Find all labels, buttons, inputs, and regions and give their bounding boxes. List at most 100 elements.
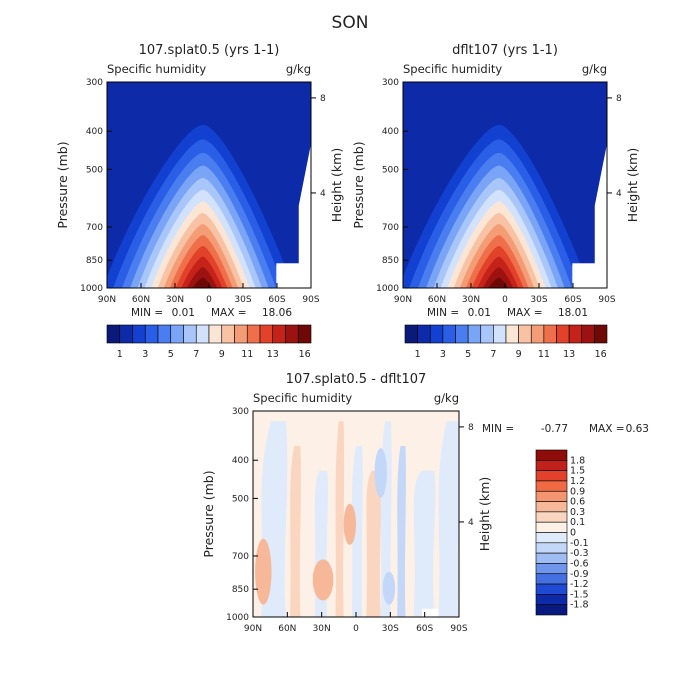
colorbar-swatch [234,324,248,344]
colorbar-label: 0.9 [570,486,585,497]
min-value: -0.77 [541,423,568,435]
panel-title: 107.splat0.5 (yrs 1-1) [139,43,280,58]
variable-label: Specific humidity [403,62,502,76]
y-tick-label: 1000 [80,284,103,294]
max-value: 18.06 [262,307,292,319]
colorbar-swatch [259,324,274,344]
colorbar-label: 1.2 [570,476,585,487]
colorbar-swatch [246,324,261,344]
max-value: 0.63 [626,423,649,435]
colorbar-label: 0 [570,528,576,539]
colorbar-swatch [535,521,568,533]
colorbar-swatch [530,324,545,344]
x-tick-label: 0 [502,295,508,305]
x-tick-label: 90N [244,624,262,634]
max-label: MAX = [589,423,625,435]
y2-tick-label: 8 [320,94,326,104]
colorbar-swatch [535,501,568,513]
colorbar-swatch [493,324,507,344]
colorbar-swatch [535,511,568,523]
colorbar-swatch [535,542,568,554]
colorbar: 1.81.51.20.90.60.30.10-0.1-0.3-0.6-0.9-1… [535,449,589,616]
x-tick-label: 90N [394,295,412,305]
variable-label: Specific humidity [107,62,206,76]
colorbar-swatch [183,324,197,344]
colorbar-swatch [480,324,494,344]
colorbar-swatch [535,470,568,482]
min-value: 0.01 [172,307,195,319]
x-tick-label: 30S [382,624,399,634]
y2-tick-label: 4 [468,518,474,528]
colorbar-label: 16 [595,349,607,360]
colorbar-swatch [505,324,519,344]
contour-band [488,277,509,288]
colorbar-label: 3 [440,349,446,360]
colorbar-swatch [535,604,568,616]
colorbar-swatch [535,449,568,461]
colorbar-label: 5 [465,349,471,360]
colorbar-label: 0.3 [570,507,585,518]
colorbar-swatch [285,324,299,344]
y-tick-label: 700 [86,223,103,233]
x-tick-label: 60N [428,295,446,305]
y-axis-label: Pressure (mb) [201,470,216,557]
contour-band [186,267,218,288]
colorbar-swatch [594,324,608,344]
y-tick-label: 1000 [376,284,399,294]
y2-axis-label: Height (km) [625,148,640,222]
colorbar-label: 0.1 [570,517,585,528]
colorbar-swatch [535,490,568,502]
contour-band [192,277,213,288]
x-tick-label: 60N [278,624,296,634]
colorbar-label: -0.6 [570,558,589,569]
colorbar-label: 1 [415,349,421,360]
contour-band [382,571,396,605]
colorbar-label: -0.3 [570,548,589,559]
colorbar-label: 13 [267,349,279,360]
colorbar-swatch [208,324,223,344]
y-tick-label: 400 [382,127,399,137]
y-tick-label: 700 [382,223,399,233]
colorbar-label: 7 [490,349,496,360]
contour-field [253,411,459,617]
x-tick-label: 90S [598,295,615,305]
units-label: g/kg [286,62,311,76]
y-tick-label: 850 [382,256,399,266]
contour-band [366,470,382,617]
max-label: MAX = [211,307,247,319]
y2-axis-label: Height (km) [477,477,492,551]
colorbar-label: -1.5 [570,589,589,600]
min-value: 0.01 [468,307,491,319]
colorbar-swatch [195,324,210,344]
contour-field [403,82,607,288]
colorbar-swatch [535,573,568,585]
colorbar-label: 1 [117,349,123,360]
y2-axis-label: Height (km) [329,148,344,222]
missing-data-region [298,143,311,288]
y-axis-label: Pressure (mb) [55,141,70,228]
panel-difference: 107.splat0.5 - dflt107 Specific humidity g… [201,372,649,634]
colorbar-swatch [535,583,568,595]
min-label: MIN = [427,307,459,319]
units-label: g/kg [582,62,607,76]
y-tick-label: 300 [86,78,103,88]
contour-band [290,446,301,617]
y-tick-label: 700 [232,552,249,562]
colorbar-swatch [535,594,568,605]
colorbar-label: 9 [219,349,225,360]
contour-band [397,446,406,617]
colorbar-swatch [442,324,456,344]
colorbar-label: 11 [241,349,253,360]
x-tick-label: 90S [450,624,467,634]
x-tick-label: 30S [530,295,547,305]
x-tick-label: 60S [416,624,433,634]
colorbar-label: 9 [516,349,522,360]
colorbar-label: 1.8 [570,455,585,466]
contour-band [374,448,387,498]
colorbar-label: 3 [142,349,148,360]
x-tick-label: 60S [268,295,285,305]
colorbar-swatch [157,324,172,344]
colorbar-swatch [404,324,418,344]
x-tick-label: 0 [353,624,359,634]
colorbar-swatch [556,324,570,344]
